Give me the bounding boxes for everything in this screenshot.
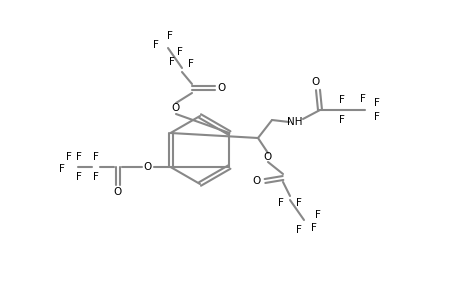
Text: F: F [277,198,283,208]
Text: F: F [153,40,159,50]
Text: F: F [59,164,65,174]
Text: F: F [66,152,72,162]
Text: F: F [177,47,183,57]
Text: F: F [314,210,320,220]
Text: F: F [93,152,99,162]
Text: F: F [373,112,379,122]
Text: O: O [114,187,122,197]
Text: F: F [310,223,316,233]
Text: F: F [76,152,82,162]
Text: F: F [76,172,82,182]
Text: O: O [144,162,152,172]
Text: O: O [252,176,261,186]
Text: O: O [311,77,319,87]
Text: F: F [296,198,301,208]
Text: F: F [338,115,344,125]
Text: F: F [359,94,365,104]
Text: O: O [263,152,272,162]
Text: F: F [296,225,301,235]
Text: NH: NH [286,117,302,127]
Text: F: F [338,95,344,105]
Text: F: F [188,59,194,69]
Text: F: F [167,31,173,41]
Text: O: O [218,83,226,93]
Text: O: O [172,103,180,113]
Text: F: F [169,57,174,67]
Text: F: F [373,98,379,108]
Text: F: F [93,172,99,182]
